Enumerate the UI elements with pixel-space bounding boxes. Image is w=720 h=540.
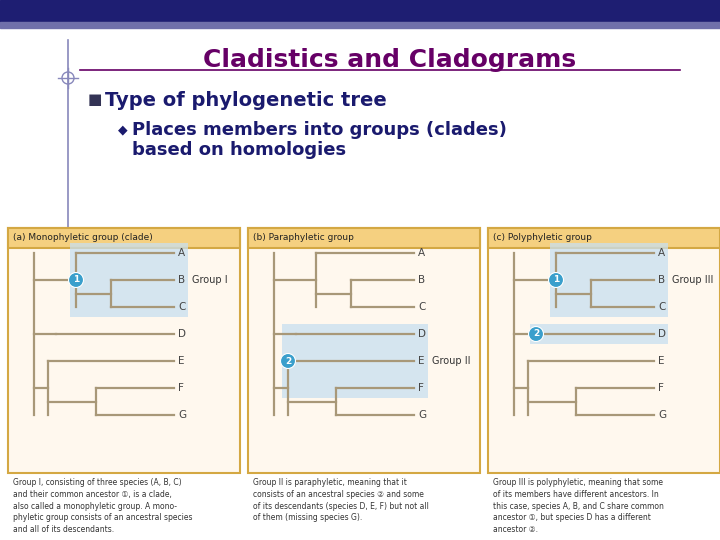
Text: G: G [418, 410, 426, 420]
Bar [0, 22, 720, 28]
Bar [248, 228, 480, 248]
Text: D: D [418, 329, 426, 339]
Bar [0, 0, 720, 22]
Text: D: D [178, 329, 186, 339]
Text: 2: 2 [533, 329, 539, 339]
Bar [488, 228, 720, 248]
Text: G: G [658, 410, 666, 420]
Circle shape [281, 354, 295, 368]
Text: Type of phylogenetic tree: Type of phylogenetic tree [105, 91, 387, 110]
Text: Group II is paraphyletic, meaning that it
consists of an ancestral species ② and: Group II is paraphyletic, meaning that i… [253, 478, 429, 522]
Bar [550, 243, 668, 317]
Text: G: G [178, 410, 186, 420]
Text: (b) Paraphyletic group: (b) Paraphyletic group [253, 233, 354, 242]
Text: F: F [418, 383, 424, 393]
Text: C: C [658, 302, 665, 312]
Text: E: E [418, 356, 425, 366]
Text: Group III is polyphyletic, meaning that some
of its members have different ances: Group III is polyphyletic, meaning that … [493, 478, 664, 534]
Text: (a) Monophyletic group (clade): (a) Monophyletic group (clade) [13, 233, 153, 242]
Text: E: E [178, 356, 184, 366]
Text: A: A [658, 248, 665, 258]
Text: ◆: ◆ [118, 124, 127, 137]
Text: C: C [178, 302, 185, 312]
Bar [248, 228, 480, 473]
Text: B: B [658, 275, 665, 285]
Bar [530, 324, 668, 344]
Text: F: F [178, 383, 184, 393]
Text: (c) Polyphyletic group: (c) Polyphyletic group [493, 233, 592, 242]
Text: Group III: Group III [672, 275, 714, 285]
Text: C: C [418, 302, 426, 312]
Text: Group II: Group II [432, 356, 470, 366]
Circle shape [549, 273, 564, 287]
Text: F: F [658, 383, 664, 393]
Text: ■: ■ [88, 92, 102, 107]
Bar [8, 228, 240, 248]
Circle shape [528, 327, 544, 341]
Bar [8, 228, 240, 473]
Text: 1: 1 [73, 275, 79, 285]
Text: based on homologies: based on homologies [132, 141, 346, 159]
Bar [70, 243, 188, 317]
Text: A: A [418, 248, 425, 258]
Text: B: B [178, 275, 185, 285]
Text: B: B [418, 275, 425, 285]
Text: A: A [178, 248, 185, 258]
Text: E: E [658, 356, 665, 366]
Text: Group I: Group I [192, 275, 228, 285]
Text: Cladistics and Cladograms: Cladistics and Cladograms [204, 48, 577, 72]
Text: 2: 2 [285, 356, 291, 366]
Text: Group I, consisting of three species (A, B, C)
and their common ancestor ①, is a: Group I, consisting of three species (A,… [13, 478, 192, 534]
Bar [282, 324, 428, 398]
Circle shape [68, 273, 84, 287]
Text: 1: 1 [553, 275, 559, 285]
Text: D: D [658, 329, 666, 339]
Bar [488, 228, 720, 473]
Text: Places members into groups (clades): Places members into groups (clades) [132, 121, 507, 139]
